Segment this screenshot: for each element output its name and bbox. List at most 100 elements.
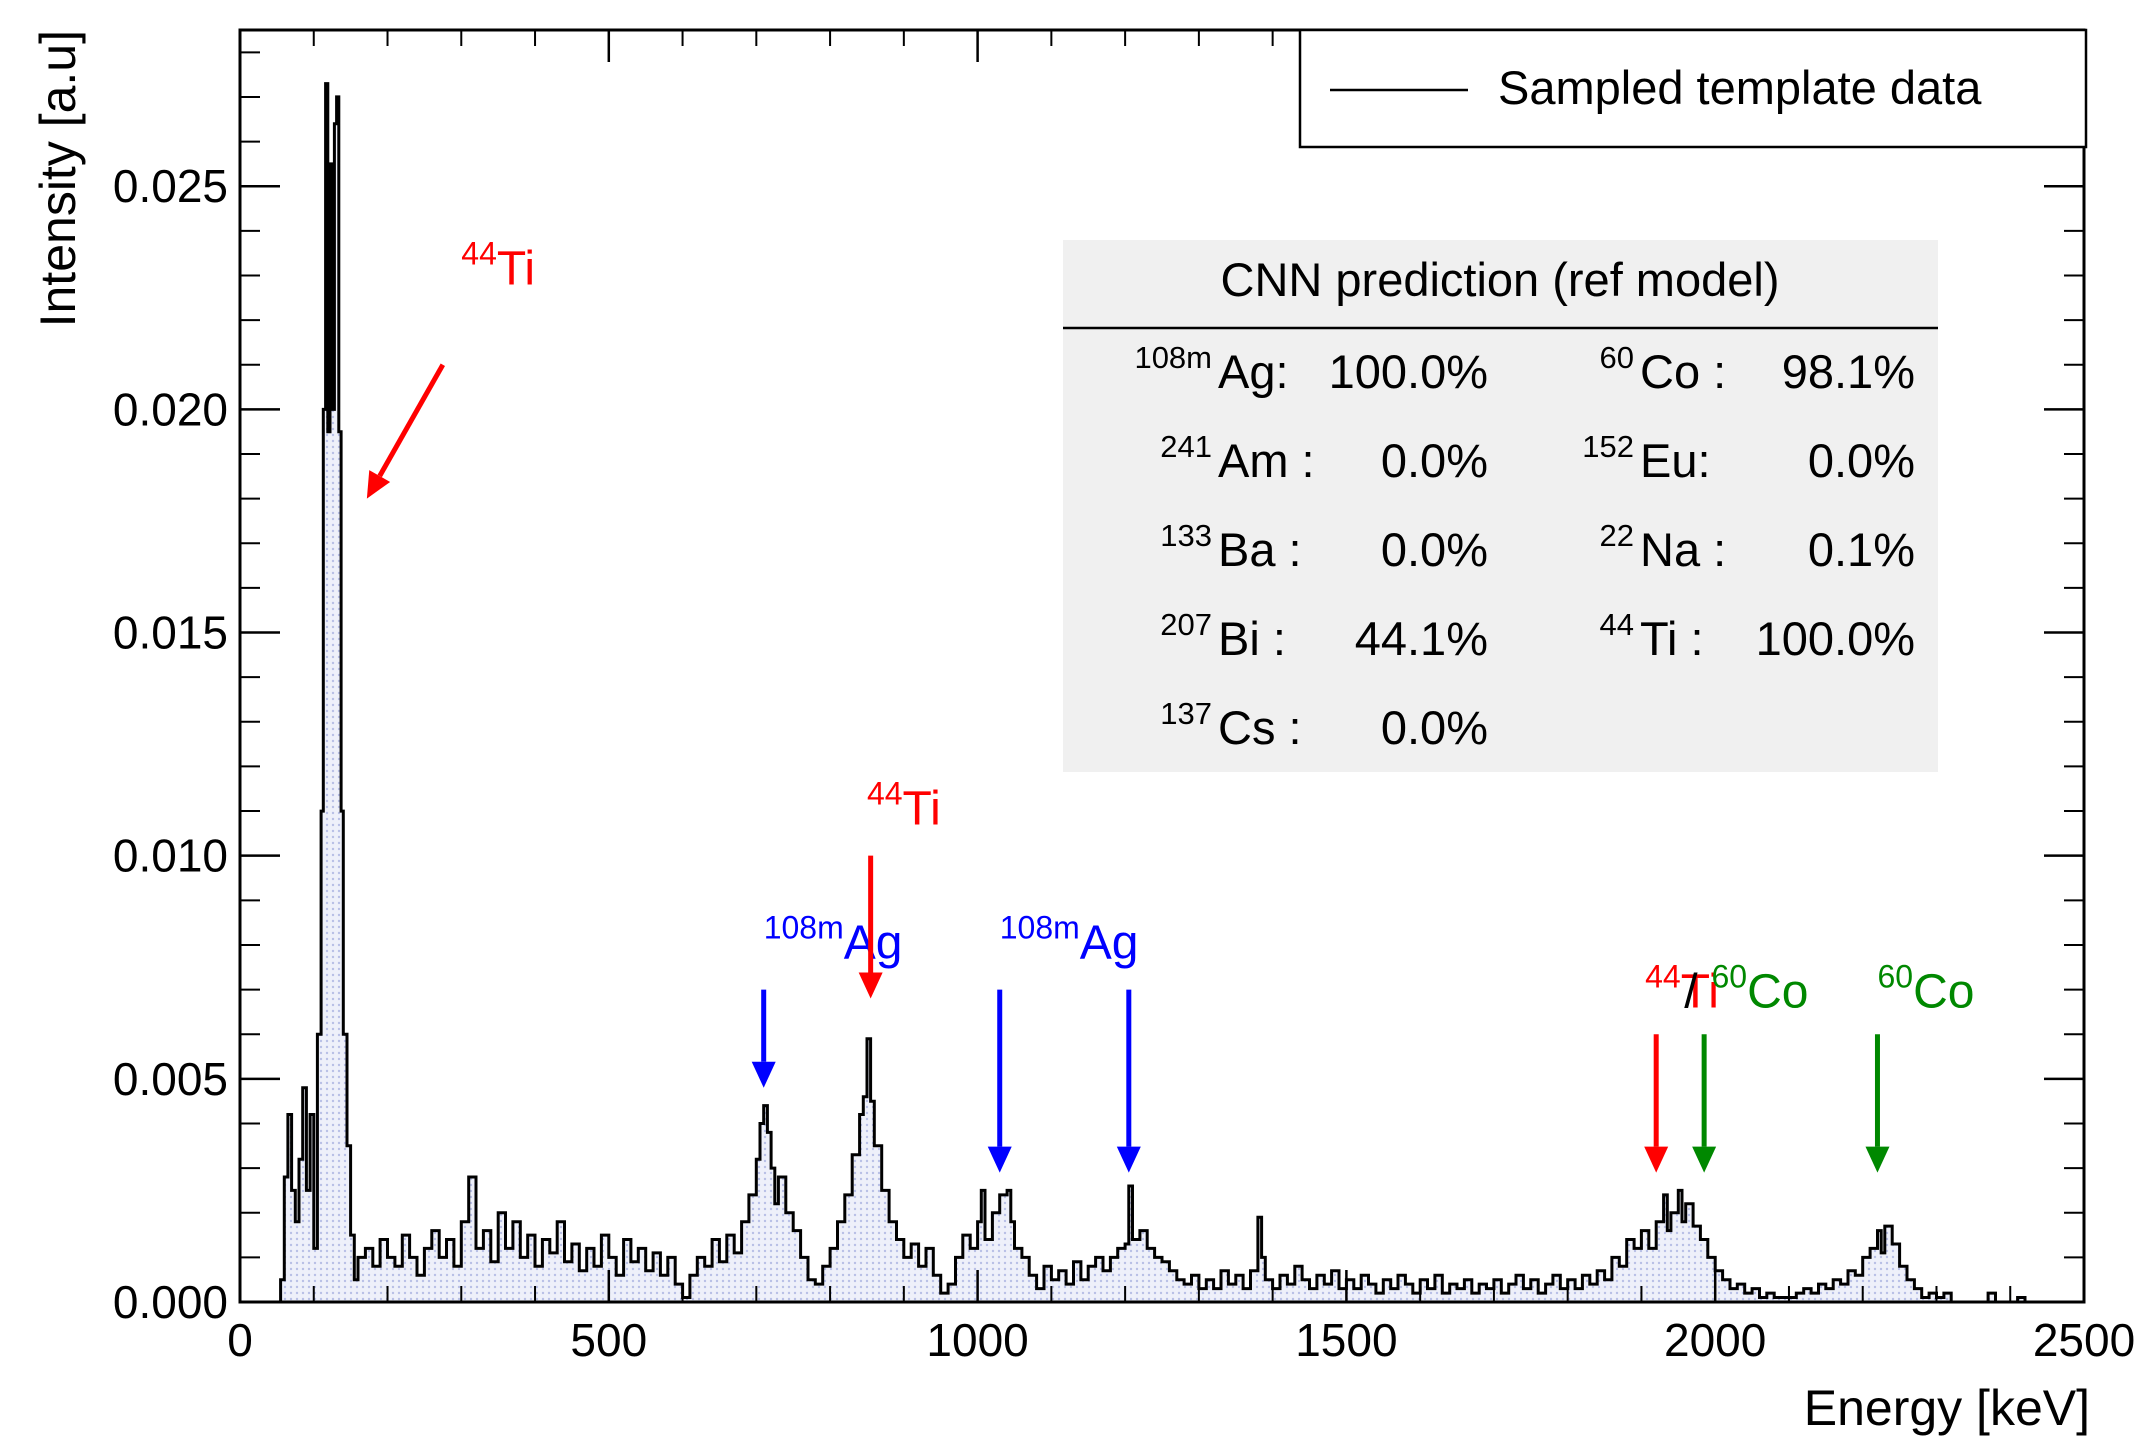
annotation-element: Co	[1913, 965, 1974, 1018]
annotation-arrow	[987, 989, 1012, 1173]
prediction-row: 44 Ti : 100.0%	[1600, 607, 1915, 665]
prediction-element: Na :	[1640, 523, 1726, 576]
y-tick-label: 0.000	[113, 1276, 228, 1328]
x-tick-label: 2500	[2033, 1314, 2135, 1366]
annotation-label: 108mAg	[764, 909, 903, 969]
prediction-isotope-mass: 207	[1160, 607, 1212, 642]
prediction-value: 0.0%	[1381, 701, 1488, 754]
annotation-label: 60Co	[1877, 958, 1974, 1018]
x-axis-title: Energy [keV]	[1804, 1380, 2090, 1436]
prediction-row: 133 Ba : 0.0%	[1160, 518, 1488, 576]
annotation-element: /	[1684, 965, 1698, 1018]
y-tick-label: 0.010	[113, 830, 228, 882]
x-tick-label: 1000	[926, 1314, 1028, 1366]
annotation-arrow	[366, 363, 446, 499]
prediction-value: 0.0%	[1381, 523, 1488, 576]
x-tick-label: 500	[570, 1314, 647, 1366]
prediction-row: 60 Co : 98.1%	[1600, 340, 1915, 398]
annotation-label: /	[1684, 965, 1698, 1018]
x-tick-label: 2000	[1664, 1314, 1766, 1366]
arrow-head	[1644, 1146, 1669, 1173]
x-tick-label: 0	[227, 1314, 253, 1366]
prediction-isotope-mass: 44	[1600, 607, 1634, 642]
arrow-head	[366, 470, 391, 499]
annotation-element: Co	[1747, 965, 1808, 1018]
annotation-arrow	[1692, 1034, 1717, 1173]
prediction-isotope-mass: 60	[1600, 340, 1634, 375]
annotation-element: Ti	[1681, 965, 1719, 1018]
annotation-isotope-mass: 108m	[764, 909, 844, 945]
annotation-label: 44Ti	[867, 775, 941, 835]
prediction-value: 44.1%	[1355, 612, 1488, 665]
arrow-head	[1865, 1146, 1890, 1173]
prediction-box-title: CNN prediction (ref model)	[1221, 253, 1780, 306]
annotation-label: 44Ti	[461, 235, 535, 295]
y-axis-title: Intensity [a.u]	[30, 30, 86, 327]
prediction-isotope-mass: 22	[1600, 518, 1634, 553]
y-tick-label: 0.020	[113, 383, 228, 435]
prediction-isotope-mass: 241	[1160, 429, 1212, 464]
annotation-arrow	[1644, 1034, 1669, 1173]
prediction-value: 0.0%	[1381, 434, 1488, 487]
prediction-row: 241 Am : 0.0%	[1160, 429, 1488, 487]
prediction-row: 137 Cs : 0.0%	[1160, 696, 1488, 754]
annotation-arrow	[858, 855, 883, 999]
plot-frame	[238, 28, 2086, 1304]
annotation-label: 44Ti	[1645, 958, 1719, 1018]
prediction-element: Ba :	[1218, 523, 1302, 576]
arrow-shaft	[377, 363, 446, 478]
prediction-value: 98.1%	[1782, 345, 1915, 398]
annotation-isotope-mass: 44	[461, 235, 497, 271]
prediction-isotope-mass: 133	[1160, 518, 1212, 553]
annotation-isotope-mass: 60	[1712, 958, 1748, 994]
annotation-arrow	[751, 989, 776, 1088]
prediction-box: CNN prediction (ref model) 108m Ag: 100.0%…	[1063, 240, 1938, 772]
annotation-arrow	[1865, 1034, 1890, 1173]
arrow-head	[858, 972, 883, 999]
arrow-head	[751, 1061, 776, 1088]
axes-frame	[238, 28, 2086, 1304]
arrow-head	[1692, 1146, 1717, 1173]
prediction-element: Am :	[1218, 434, 1315, 487]
y-tick-label: 0.015	[113, 607, 228, 659]
annotation-arrow	[1116, 989, 1141, 1173]
legend-box	[1298, 28, 2088, 149]
prediction-isotope-mass: 108m	[1134, 340, 1212, 375]
prediction-value: 100.0%	[1756, 612, 1915, 665]
plot-area	[276, 82, 2048, 1304]
annotation-isotope-mass: 108m	[1000, 909, 1080, 945]
annotation-isotope-mass: 60	[1877, 958, 1913, 994]
legend-label: Sampled template data	[1498, 61, 1982, 114]
annotation-isotope-mass: 44	[867, 775, 903, 811]
prediction-value: 100.0%	[1329, 345, 1488, 398]
prediction-isotope-mass: 152	[1582, 429, 1634, 464]
annotation-element: Ti	[497, 242, 535, 295]
legend: Sampled template data	[1298, 28, 2088, 149]
x-tick-label: 1500	[1295, 1314, 1397, 1366]
prediction-element: Eu:	[1640, 434, 1711, 487]
prediction-element: Ag:	[1218, 345, 1289, 398]
annotation-element: Ti	[903, 782, 941, 835]
annotation-label: 108mAg	[1000, 909, 1139, 969]
prediction-value: 0.1%	[1808, 523, 1915, 576]
annotation-element: Ag	[1080, 916, 1139, 969]
prediction-box-background	[1063, 240, 1938, 772]
arrow-head	[1116, 1146, 1141, 1173]
prediction-element: Co :	[1640, 345, 1726, 398]
arrow-head	[987, 1146, 1012, 1173]
prediction-row: 152 Eu: 0.0%	[1582, 429, 1915, 487]
prediction-element: Cs :	[1218, 701, 1302, 754]
prediction-row: 22 Na : 0.1%	[1600, 518, 1915, 576]
y-tick-label: 0.025	[113, 160, 228, 212]
prediction-value: 0.0%	[1808, 434, 1915, 487]
series-line-0	[276, 82, 2048, 1304]
annotation-label: 60Co	[1712, 958, 1809, 1018]
prediction-rows: 108m Ag: 100.0% 241 Am : 0.0% 133 Ba : 0.0% 207 Bi…	[1134, 340, 1915, 754]
annotation-isotope-mass: 44	[1645, 958, 1681, 994]
y-tick-label: 0.005	[113, 1053, 228, 1105]
prediction-element: Bi :	[1218, 612, 1286, 665]
prediction-row: 108m Ag: 100.0%	[1134, 340, 1488, 398]
prediction-element: Ti :	[1640, 612, 1704, 665]
